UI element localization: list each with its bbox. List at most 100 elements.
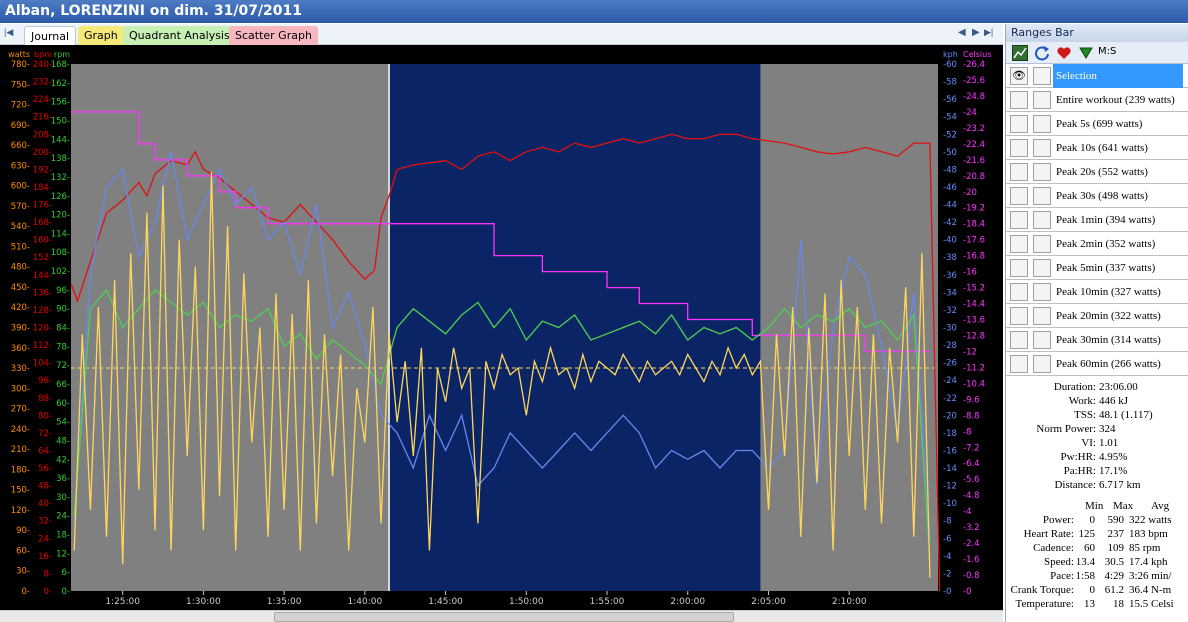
minutes-seconds-label[interactable]: M:S <box>1098 46 1117 57</box>
prev-record-icon[interactable]: ◀ <box>958 27 966 38</box>
stat-label: Duration: <box>1053 381 1096 393</box>
range-item[interactable]: Peak 60min (266 watts) <box>1006 352 1188 376</box>
summary-row: Pa:HR: 17.1% <box>1005 464 1188 478</box>
tab-scatter-graph[interactable]: Scatter Graph <box>229 26 318 45</box>
visibility-checkbox[interactable] <box>1010 283 1028 301</box>
watts-axis-label: watts <box>8 50 30 59</box>
tick-label: -36 <box>943 271 957 281</box>
range-item[interactable]: Peak 20s (552 watts) <box>1006 160 1188 184</box>
visibility-checkbox[interactable] <box>1010 139 1028 157</box>
time-tick-label: 1:50:00 <box>509 597 544 607</box>
tick-label: 120- <box>33 324 52 334</box>
tick-label: -6.4 <box>963 459 980 469</box>
tick-label: -46 <box>943 183 957 193</box>
overlay-checkbox[interactable] <box>1033 91 1051 109</box>
visibility-checkbox[interactable] <box>1010 235 1028 253</box>
next-record-icon[interactable]: ▶ <box>972 27 980 38</box>
stat-label: Norm Power: <box>1036 423 1096 435</box>
tick-label: -20.8 <box>963 172 985 182</box>
time-tick-label: 1:40:00 <box>347 597 382 607</box>
summary-row: Duration: 23:06.00 <box>1005 380 1188 394</box>
tick-label: 168- <box>33 218 52 228</box>
scrollbar-thumb[interactable] <box>274 612 734 622</box>
tick-label: -15.2 <box>963 284 985 294</box>
overlay-checkbox[interactable] <box>1033 211 1051 229</box>
overlay-checkbox[interactable] <box>1033 115 1051 133</box>
tick-label: 36- <box>56 474 70 484</box>
range-item[interactable]: Peak 10s (641 watts) <box>1006 136 1188 160</box>
tick-label: -34 <box>943 288 957 298</box>
watts-axis: watts 0- 30- 60- 90- 120- 150- 180- 210- 240- 270-… <box>8 50 30 597</box>
range-item[interactable]: Peak 30min (314 watts) <box>1006 328 1188 352</box>
overlay-checkbox[interactable] <box>1033 307 1051 325</box>
visibility-checkbox[interactable] <box>1010 259 1028 277</box>
stat-max: 4:29 <box>1104 570 1124 582</box>
range-list: 👁 Selection Entire workout (239 watts) Peak… <box>1006 64 1188 376</box>
last-record-icon[interactable]: ▶| <box>984 27 994 37</box>
overlay-checkbox[interactable] <box>1033 139 1051 157</box>
chart-view-icon[interactable] <box>1012 45 1028 61</box>
tick-label: -10 <box>943 499 957 509</box>
range-item[interactable]: Peak 5min (337 watts) <box>1006 256 1188 280</box>
peak-marker-icon[interactable] <box>1078 45 1094 61</box>
range-item[interactable]: Peak 5s (699 watts) <box>1006 112 1188 136</box>
graph-panel[interactable]: watts 0- 30- 60- 90- 120- 150- 180- 210- 240- 270-… <box>0 45 1003 612</box>
range-item[interactable]: 👁 Selection <box>1006 64 1188 88</box>
visibility-checkbox[interactable] <box>1010 115 1028 133</box>
overlay-checkbox[interactable] <box>1033 331 1051 349</box>
range-item[interactable]: Peak 30s (498 watts) <box>1006 184 1188 208</box>
range-item[interactable]: Peak 10min (327 watts) <box>1006 280 1188 304</box>
tick-label: -16.8 <box>963 252 985 262</box>
visibility-checkbox[interactable] <box>1010 355 1028 373</box>
first-record-icon[interactable]: |◀ <box>4 27 14 37</box>
visibility-checkbox[interactable] <box>1010 211 1028 229</box>
tab-journal[interactable]: Journal <box>24 26 77 45</box>
column-header: Min <box>1085 500 1104 512</box>
tick-label: -10.4 <box>963 379 985 389</box>
visibility-checkbox[interactable] <box>1010 163 1028 181</box>
overlay-checkbox[interactable] <box>1033 235 1051 253</box>
tick-label: -0.8 <box>963 571 980 581</box>
heart-icon[interactable] <box>1056 45 1072 61</box>
visibility-checkbox[interactable] <box>1010 307 1028 325</box>
overlay-checkbox[interactable] <box>1033 283 1051 301</box>
visibility-checkbox[interactable] <box>1010 187 1028 205</box>
stat-max: 61.2 <box>1104 584 1124 596</box>
overlay-checkbox[interactable] <box>1033 355 1051 373</box>
tick-label: 192- <box>33 165 52 175</box>
refresh-icon[interactable] <box>1034 45 1050 61</box>
tick-label: 630- <box>11 161 30 171</box>
activity-graph[interactable]: watts 0- 30- 60- 90- 120- 150- 180- 210- 240- 270-… <box>0 45 1003 610</box>
range-item[interactable]: Entire workout (239 watts) <box>1006 88 1188 112</box>
visibility-checkbox[interactable]: 👁 <box>1010 67 1028 85</box>
tick-label: 54- <box>56 418 70 428</box>
stat-label: Cadence: <box>1033 542 1074 554</box>
stat-label: Pw:HR: <box>1060 451 1096 463</box>
tab-graph[interactable]: Graph <box>78 26 124 45</box>
stat-value: 6.717 km <box>1099 479 1141 491</box>
tick-label: 30- <box>56 493 70 503</box>
visibility-checkbox[interactable] <box>1010 331 1028 349</box>
tick-label: -56 <box>943 95 957 105</box>
tick-label: 360- <box>11 344 30 354</box>
summary-row: Pw:HR: 4.95% <box>1005 450 1188 464</box>
visibility-checkbox[interactable] <box>1010 91 1028 109</box>
stat-label: Power: <box>1042 514 1074 526</box>
tick-label: -16 <box>963 268 977 278</box>
overlay-checkbox[interactable] <box>1033 259 1051 277</box>
range-item[interactable]: Peak 2min (352 watts) <box>1006 232 1188 256</box>
tick-label: 78- <box>56 342 70 352</box>
tick-label: -7.2 <box>963 443 980 453</box>
tick-label: 96- <box>38 376 52 386</box>
range-item[interactable]: Peak 20min (322 watts) <box>1006 304 1188 328</box>
overlay-checkbox[interactable] <box>1033 163 1051 181</box>
horizontal-scrollbar[interactable] <box>0 610 1003 622</box>
tick-label: -11.2 <box>963 363 985 373</box>
range-item[interactable]: Peak 1min (394 watts) <box>1006 208 1188 232</box>
tick-label: 180- <box>11 465 30 475</box>
tab-quadrant-analysis[interactable]: Quadrant Analysis <box>123 26 236 45</box>
stat-avg: 322 watts <box>1129 514 1172 526</box>
overlay-checkbox[interactable] <box>1033 187 1051 205</box>
tick-label: -32 <box>943 306 957 316</box>
overlay-checkbox[interactable] <box>1033 67 1051 85</box>
